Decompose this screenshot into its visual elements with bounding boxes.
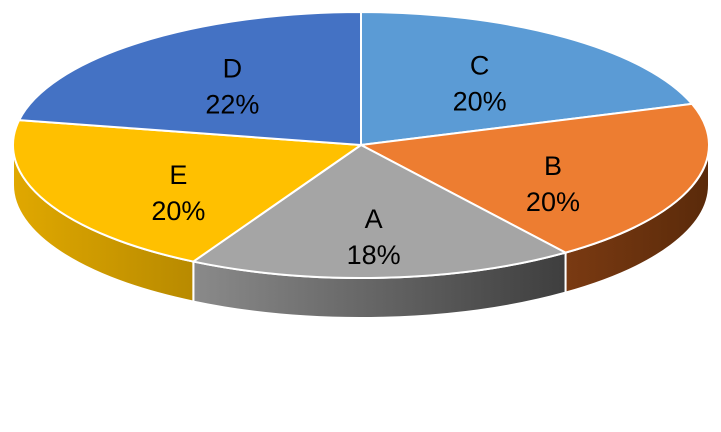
slice-label-A: A xyxy=(365,204,383,234)
pie-slice-B xyxy=(360,102,710,254)
slice-percent-A: 18% xyxy=(347,240,401,270)
slice-percent-E: 20% xyxy=(151,196,205,226)
pie-labels: C 20% B 20% A 18% E 20% D 22% xyxy=(151,51,580,270)
pie-slice-A xyxy=(192,144,567,279)
pie-slice-E xyxy=(12,119,362,263)
slice-percent-D: 22% xyxy=(205,90,259,120)
pie-slice-C xyxy=(360,11,693,146)
pie-slice-D xyxy=(18,11,362,146)
slice-label-B: B xyxy=(544,151,562,181)
slice-label-D: D xyxy=(223,54,243,84)
slice-label-E: E xyxy=(169,160,187,190)
slice-percent-B: 20% xyxy=(526,187,580,217)
slice-label-C: C xyxy=(470,51,490,81)
pie-tops xyxy=(12,11,710,279)
slice-percent-C: 20% xyxy=(453,87,507,117)
